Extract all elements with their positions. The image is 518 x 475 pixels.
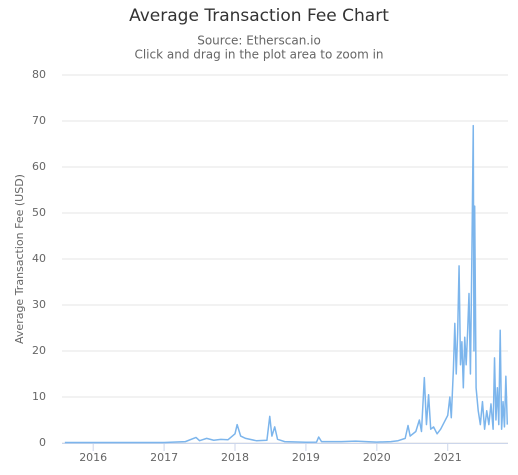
data-line bbox=[64, 124, 509, 444]
y-tick-label: 80 bbox=[32, 68, 46, 81]
x-tick-label: 2016 bbox=[79, 451, 107, 464]
y-tick-label: 0 bbox=[39, 436, 46, 449]
x-tick-label: 2019 bbox=[292, 451, 320, 464]
y-axis-label: Average Transaction Fee (USD) bbox=[13, 174, 26, 344]
y-tick-label: 40 bbox=[32, 252, 46, 265]
chart-title: Average Transaction Fee Chart bbox=[129, 6, 389, 26]
x-tick-label: 2017 bbox=[150, 451, 178, 464]
y-tick-label: 20 bbox=[32, 344, 46, 357]
y-tick-label: 70 bbox=[32, 114, 46, 127]
x-tick-label: 2021 bbox=[434, 451, 462, 464]
y-tick-label: 10 bbox=[32, 390, 46, 403]
chart-subtitle: Source: Etherscan.io bbox=[197, 34, 321, 48]
x-tick-label: 2020 bbox=[363, 451, 391, 464]
y-tick-label: 30 bbox=[32, 298, 46, 311]
x-tick-label: 2018 bbox=[221, 451, 249, 464]
y-tick-label: 50 bbox=[32, 206, 46, 219]
y-tick-label: 60 bbox=[32, 160, 46, 173]
chart-subtitle: Click and drag in the plot area to zoom … bbox=[134, 48, 383, 62]
